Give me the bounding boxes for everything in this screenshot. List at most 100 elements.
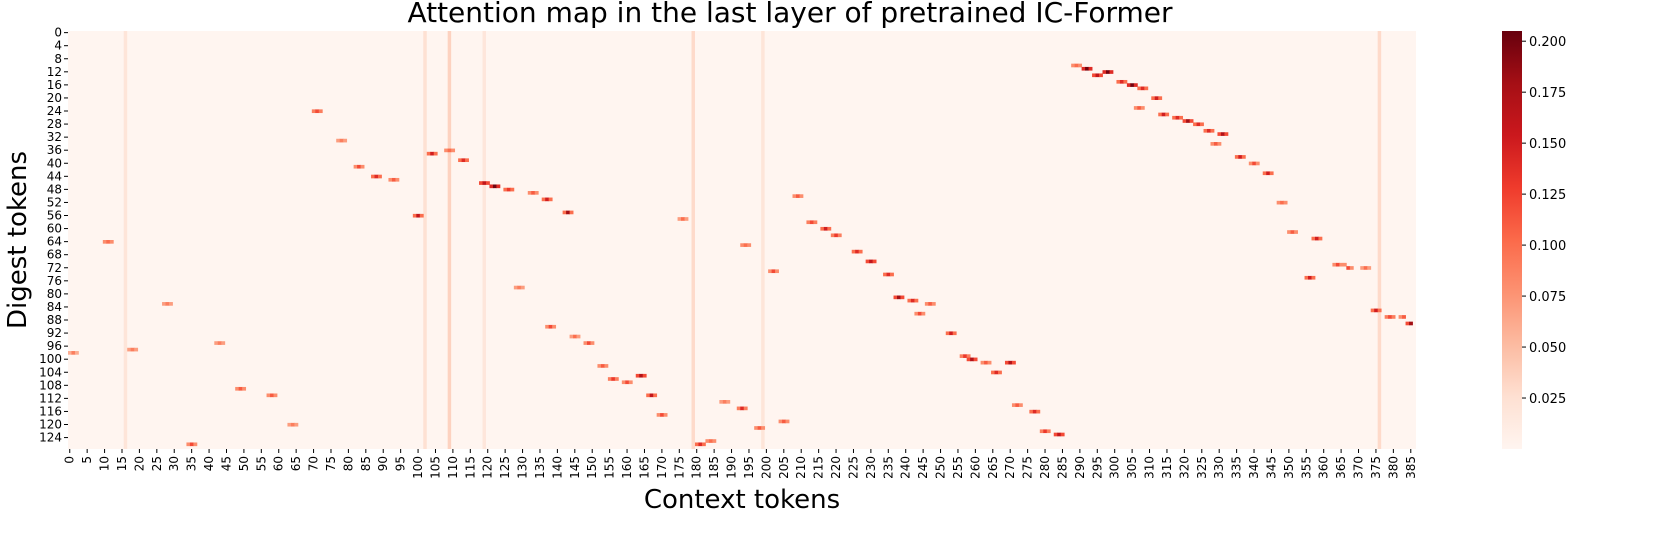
heatmap-cell: [531, 191, 536, 195]
heatmap-cell: [510, 187, 515, 192]
x-tick-label: 145: [568, 456, 582, 479]
heatmap-cell: [1092, 73, 1096, 78]
x-tick-label: 340: [1247, 456, 1261, 479]
heatmap-cell: [391, 177, 396, 182]
heatmap-cell: [1370, 308, 1375, 313]
heatmap-cell: [1140, 86, 1145, 91]
x-tick-label: 70: [307, 456, 321, 471]
y-tick-label: 60: [47, 222, 62, 236]
heatmap-cell: [548, 324, 553, 329]
heatmap-column-stripe: [691, 31, 695, 449]
y-tick-label: 52: [47, 195, 62, 209]
heatmap-cell: [573, 334, 577, 339]
x-tick-label: 195: [742, 456, 756, 479]
heatmap-cell: [600, 364, 605, 368]
heatmap-cell: [963, 354, 968, 358]
heatmap-cell: [834, 233, 839, 238]
heatmap-cell: [221, 341, 226, 345]
x-tick-label: 150: [585, 456, 599, 479]
heatmap-cell: [1133, 106, 1138, 110]
x-tick-label: 90: [376, 456, 390, 471]
heatmap-cell: [360, 164, 365, 169]
heatmap-cell: [315, 109, 320, 114]
heatmap-cell: [586, 341, 591, 345]
y-tick-label: 124: [39, 431, 62, 445]
heatmap-cell: [736, 406, 741, 411]
heatmap-cell: [506, 187, 511, 192]
heatmap-cell: [1342, 262, 1347, 267]
heatmap-cell: [966, 357, 971, 362]
heatmap-cell: [576, 334, 581, 339]
heatmap-cell: [1280, 200, 1285, 205]
heatmap-cell: [1360, 266, 1365, 270]
heatmap-cell: [527, 191, 532, 195]
heatmap-cell: [1011, 360, 1016, 365]
y-tick-label: 84: [47, 300, 62, 314]
heatmap-cell: [1137, 86, 1142, 91]
heatmap-cell: [1154, 96, 1159, 100]
heatmap-cell: [635, 373, 640, 378]
heatmap-cell: [1388, 315, 1393, 319]
x-tick-label: 350: [1282, 456, 1296, 479]
x-tick-label: 130: [516, 456, 530, 479]
heatmap-cell: [290, 422, 295, 427]
heatmap-cell: [653, 393, 658, 398]
heatmap-cell: [1234, 155, 1239, 159]
heatmap-cell: [371, 174, 375, 179]
heatmap-cell: [858, 249, 863, 254]
x-tick-label: 105: [428, 456, 442, 479]
heatmap-column-stripe: [447, 31, 452, 449]
x-tick-label: 185: [707, 456, 721, 479]
heatmap-cell: [1349, 266, 1354, 270]
x-tick-label: 330: [1212, 456, 1226, 479]
x-tick-label: 240: [899, 456, 913, 479]
heatmap-cell: [552, 324, 557, 329]
heatmap-cell: [890, 272, 894, 277]
heatmap-cell: [1123, 79, 1128, 84]
colorbar-gradient: [1502, 31, 1522, 449]
x-tick-label: 335: [1230, 456, 1244, 479]
colorbar-tick-label: 0.125: [1529, 188, 1566, 203]
heatmap-cell: [569, 334, 574, 339]
heatmap-cell: [642, 373, 647, 378]
heatmap-cell: [270, 393, 274, 398]
heatmap-cells: [68, 31, 1413, 449]
heatmap-cell: [1008, 360, 1013, 365]
heatmap-cell: [548, 197, 553, 202]
heatmap-cell: [924, 302, 929, 306]
x-tick-label: 300: [1108, 456, 1122, 479]
heatmap-cell: [1158, 112, 1163, 117]
heatmap-cell: [1224, 132, 1229, 136]
x-tick-label: 125: [498, 456, 512, 479]
heatmap-cell: [855, 249, 860, 254]
heatmap-cell: [1029, 409, 1034, 414]
heatmap-cell: [1290, 230, 1295, 234]
heatmap-cell: [339, 138, 344, 143]
x-tick-label: 360: [1317, 456, 1331, 479]
heatmap-cell: [747, 243, 752, 247]
heatmap-cell: [534, 191, 539, 195]
x-tick-label: 210: [794, 456, 808, 479]
heatmap-cell: [482, 181, 487, 185]
heatmap-cell: [165, 302, 170, 306]
heatmap-cell: [886, 272, 891, 277]
heatmap-cell: [1391, 315, 1396, 319]
heatmap-cell: [1189, 119, 1194, 123]
x-axis: 0 5 10 15 20 25 30 35 40 45 50 55 60 65 70 75 80 85 90 95 10…: [63, 449, 1418, 479]
x-tick-label: 35: [185, 456, 199, 471]
heatmap-cell: [444, 148, 449, 153]
x-tick-label: 320: [1177, 456, 1191, 479]
heatmap-cell: [109, 240, 114, 244]
y-tick-label: 64: [47, 235, 62, 249]
x-tick-label: 45: [219, 456, 233, 471]
heatmap-cell: [945, 331, 950, 336]
x-tick-label: 265: [986, 456, 1000, 479]
heatmap-cell: [343, 138, 348, 143]
y-tick-label: 72: [47, 261, 62, 275]
y-tick-label: 44: [47, 169, 62, 183]
x-tick-label: 95: [394, 456, 408, 471]
heatmap-cell: [430, 151, 435, 156]
heatmap-cell: [238, 386, 243, 391]
y-tick-label: 120: [39, 418, 62, 432]
heatmap-cell: [1116, 79, 1121, 84]
